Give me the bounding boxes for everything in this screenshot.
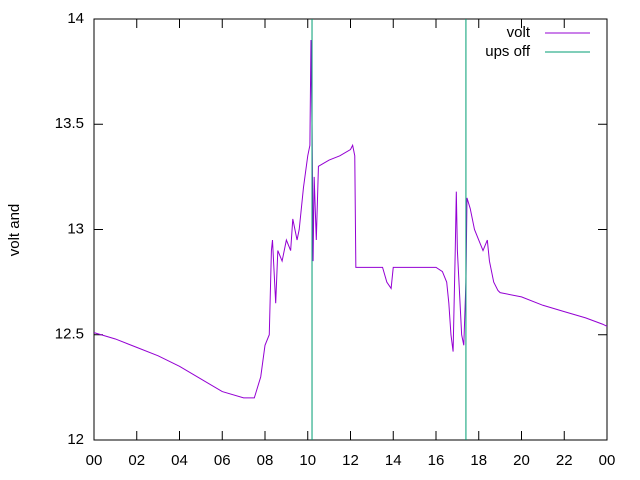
series-line xyxy=(311,19,467,440)
y-tick-label: 13 xyxy=(67,220,84,237)
x-tick-label: 06 xyxy=(214,452,231,469)
x-tick-label: 12 xyxy=(342,452,359,469)
x-tick-label: 08 xyxy=(257,452,274,469)
y-tick-label: 13.5 xyxy=(55,115,84,132)
plot-frame xyxy=(93,18,608,441)
x-tick-label: 04 xyxy=(171,452,188,469)
y-axis-label: volt and xyxy=(6,204,23,257)
y-tick-label: 12 xyxy=(67,431,84,448)
y-tick-label: 14 xyxy=(67,10,84,27)
legend-label: volt xyxy=(507,24,531,41)
x-tick-label: 14 xyxy=(385,452,402,469)
x-tick-label: 16 xyxy=(428,452,445,469)
legend-label: ups off xyxy=(485,43,531,60)
x-tick-label: 00 xyxy=(86,452,103,469)
y-tick-label: 12.5 xyxy=(55,326,84,343)
x-tick-label: 02 xyxy=(128,452,145,469)
x-tick-label: 00 xyxy=(599,452,616,469)
x-tick-label: 18 xyxy=(470,452,487,469)
x-tick-label: 20 xyxy=(513,452,530,469)
series-line xyxy=(93,40,608,399)
x-tick-label: 22 xyxy=(556,452,573,469)
x-tick-label: 10 xyxy=(299,452,316,469)
